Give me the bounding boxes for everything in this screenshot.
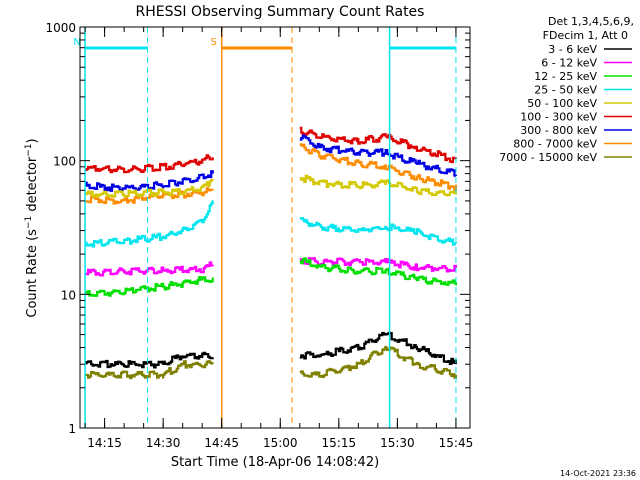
legend-header-line-2: FDecim 1, Att 0 [543,29,628,42]
series-line-800-7000-kev-seg-2 [299,143,457,192]
legend-label: 6 - 12 keV [541,57,597,70]
series-layer [85,126,457,380]
series-line-7000-15000-kev-seg-1 [85,360,214,380]
series-line-50-100-kev-seg-2 [299,174,457,197]
y-tick-label: 10 [61,288,76,302]
y-tick-label: 100 [53,155,76,169]
plot-frame [79,26,471,429]
series-line-12-25-kev-seg-1 [85,276,214,297]
footer-timestamp: 14-Oct-2021 23:36 [560,469,636,478]
legend-label: 3 - 6 keV [548,43,597,56]
marker-3-label: S [211,37,217,48]
x-axis-label: Start Time (18-Apr-06 14:08:42) [171,455,379,470]
legend-label: 800 - 7000 keV [513,138,597,151]
y-axis-ticks: 1 10 100 1000 [45,21,470,436]
x-tick-label: 15:30 [380,436,415,450]
chart-title: RHESSI Observing Summary Count Rates [136,4,425,20]
series-line-100-300-kev-seg-2 [299,126,457,164]
legend-label: 12 - 25 keV [534,70,597,83]
x-axis-ticks: 14:15 14:30 14:45 15:00 15:15 15:30 15:45 [84,27,474,450]
series-line-25-50-kev-seg-1 [85,200,214,248]
series-line-6-12-kev-seg-2 [299,257,457,273]
x-tick-label: 14:15 [87,436,122,450]
x-tick-label: 15:45 [439,436,474,450]
series-line-100-300-kev-seg-1 [85,154,214,174]
legend-label: 25 - 50 keV [534,84,597,97]
series-line-7000-15000-kev-seg-2 [299,345,457,379]
legend-label: 100 - 300 keV [520,111,597,124]
x-tick-label: 14:45 [204,436,239,450]
y-tick-label: 1000 [45,21,76,35]
x-tick-label: 15:15 [322,436,357,450]
x-tick-label: 15:00 [263,436,298,450]
legend-label: 50 - 100 keV [527,97,597,110]
series-line-6-12-kev-seg-1 [85,261,214,277]
series-line-3-6-kev-seg-1 [85,351,214,369]
series-line-25-50-kev-seg-2 [299,217,457,246]
legend-header-line-1: Det 1,3,4,5,6,9, [548,15,634,28]
marker-1-label: N [73,37,80,48]
series-line-300-800-kev-seg-2 [299,134,457,177]
legend-label: 300 - 800 keV [520,124,597,137]
y-tick-label: 1 [68,422,76,436]
series-line-3-6-kev-seg-2 [299,331,457,365]
series-line-12-25-kev-seg-2 [299,257,457,286]
legend: Det 1,3,4,5,6,9, FDecim 1, Att 0 3 - 6 k… [499,15,634,164]
y-axis-label: Count Rate (s−1 detector−1) [24,138,40,317]
series-line-50-100-kev-seg-1 [85,179,214,198]
x-tick-label: 14:30 [146,436,181,450]
legend-label: 7000 - 15000 keV [499,151,597,164]
